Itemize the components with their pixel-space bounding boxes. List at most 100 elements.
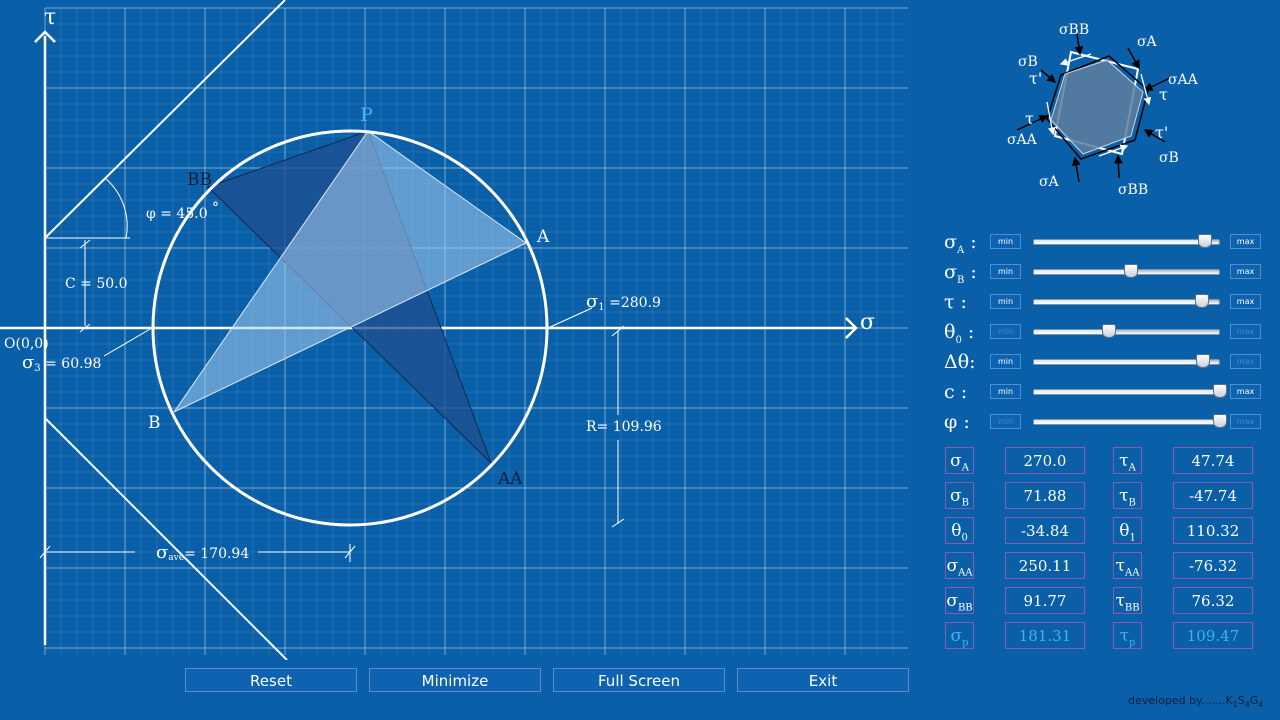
slider-track-tau[interactable] <box>1033 294 1220 308</box>
result-value: 71.88 <box>1005 482 1085 509</box>
slider-thumb-sigma-a[interactable] <box>1198 234 1213 248</box>
slider-fill <box>1034 390 1219 394</box>
min-button-tau[interactable]: min <box>990 294 1021 309</box>
diagram-sigma-a-top: σA <box>1137 34 1158 50</box>
slider-row-theta0: θ0 : min max <box>940 319 1265 346</box>
min-button-theta0[interactable]: min <box>990 324 1021 339</box>
result-symbol: θ1 <box>1113 517 1142 544</box>
slider-label-theta0: θ0 : <box>944 321 975 346</box>
c-label: C = 50.0 <box>65 276 128 292</box>
result-value: 110.32 <box>1173 517 1253 544</box>
slider-row-sigma-a: σA : min max <box>940 229 1265 256</box>
result-symbol: τB <box>1113 482 1142 509</box>
point-p-label: P <box>360 104 373 126</box>
min-button-delta-theta[interactable]: min <box>990 354 1021 369</box>
slider-row-tau: τ : min max <box>940 289 1265 315</box>
sigma1-label: σ1 =280.9 <box>586 291 661 313</box>
max-button-phi[interactable]: max <box>1230 414 1261 429</box>
slider-track-delta-theta[interactable] <box>1033 354 1220 368</box>
result-value: 76.32 <box>1173 587 1253 614</box>
slider-fill <box>1034 240 1205 244</box>
result-symbol: τAA <box>1113 552 1142 579</box>
min-button-c[interactable]: min <box>990 384 1021 399</box>
result-symbol: θ0 <box>945 517 974 544</box>
max-button-sigma-b[interactable]: max <box>1230 264 1261 279</box>
slider-thumb-phi[interactable] <box>1212 414 1227 428</box>
slider-label-phi: φ : <box>944 411 970 433</box>
result-value: -76.32 <box>1173 552 1253 579</box>
result-value: 47.74 <box>1173 447 1253 474</box>
result-symbol: τA <box>1113 447 1142 474</box>
result-symbol: σBB <box>945 587 974 614</box>
min-button-sigma-a[interactable]: min <box>990 234 1021 249</box>
result-value: 109.47 <box>1173 622 1253 649</box>
result-value: -34.84 <box>1005 517 1085 544</box>
result-symbol: τp <box>1113 622 1142 649</box>
diagram-sigma-b-left: σB <box>1018 54 1038 70</box>
fullscreen-button[interactable]: Full Screen <box>553 668 725 692</box>
diagram-sigma-bb-bottom: σBB <box>1118 182 1148 198</box>
slider-fill <box>1034 420 1219 424</box>
slider-thumb-theta0[interactable] <box>1102 324 1116 338</box>
diagram-sigma-aa-right: σAA <box>1168 72 1199 88</box>
point-bb-label: BB <box>187 170 212 190</box>
point-a-label: A <box>536 227 550 247</box>
sigma-axis-label: σ <box>860 310 875 335</box>
mohr-circle-plot: τ σ O(0,0) P A B AA BB φ = 45.0 ° C = 50… <box>0 0 908 660</box>
slider-label-sigma-a: σA : <box>944 231 977 256</box>
r-dimension <box>611 325 625 528</box>
origin-label: O(0,0) <box>4 336 49 352</box>
sigma3-label: σ3 = 60.98 <box>22 352 101 374</box>
diagram-sigma-b-right: σB <box>1159 150 1179 166</box>
result-symbol: σA <box>945 447 974 474</box>
failure-envelope <box>44 0 288 660</box>
c-dimension <box>79 239 91 333</box>
point-b-label: B <box>148 413 161 433</box>
sigma3-leader <box>103 327 153 357</box>
max-button-theta0[interactable]: max <box>1230 324 1261 339</box>
slider-thumb-delta-theta[interactable] <box>1196 354 1211 368</box>
slider-row-phi: φ : min max <box>940 409 1265 435</box>
slider-thumb-c[interactable] <box>1212 384 1227 398</box>
triangle-p-a-b <box>172 130 527 414</box>
max-button-delta-theta[interactable]: max <box>1230 354 1261 369</box>
result-value: 270.0 <box>1005 447 1085 474</box>
slider-track-theta0[interactable] <box>1033 324 1220 338</box>
result-value: -47.74 <box>1173 482 1253 509</box>
min-button-sigma-b[interactable]: min <box>990 264 1021 279</box>
slider-fill <box>1034 360 1203 364</box>
max-button-sigma-a[interactable]: max <box>1230 234 1261 249</box>
slider-row-delta-theta: Δθ: min max <box>940 349 1265 375</box>
slider-track-phi[interactable] <box>1033 414 1227 428</box>
slider-thumb-sigma-b[interactable] <box>1124 264 1139 278</box>
slider-label-delta-theta: Δθ: <box>944 351 976 373</box>
result-symbol: σp <box>945 622 974 649</box>
slider-fill <box>1034 330 1108 334</box>
diagram-tau-left: τ <box>1025 109 1034 128</box>
exit-button[interactable]: Exit <box>737 668 909 692</box>
stress-element-diagram: σBB σA σB τ' σAA τ τ τ' σAA σB σA σBB <box>1007 22 1199 198</box>
sigma-ave-dimension <box>39 544 356 562</box>
min-button-phi[interactable]: min <box>990 414 1021 429</box>
result-symbol: σAA <box>945 552 974 579</box>
reset-button[interactable]: Reset <box>185 668 357 692</box>
phi-arc <box>104 177 128 239</box>
sigma1-leader <box>547 307 593 329</box>
slider-fill <box>1034 300 1201 304</box>
slider-track-sigma-a[interactable] <box>1033 234 1220 248</box>
result-value: 181.31 <box>1005 622 1085 649</box>
slider-track-c[interactable] <box>1033 384 1227 398</box>
slider-label-tau: τ : <box>944 291 967 313</box>
slider-row-c: c : min max <box>940 379 1265 405</box>
developer-credit: developed by.......K1S4G4 <box>1128 694 1264 710</box>
diagram-sigma-aa-left: σAA <box>1007 132 1038 148</box>
slider-track-sigma-b[interactable] <box>1033 264 1220 278</box>
diagram-tau-prime-left: τ' <box>1029 69 1042 88</box>
degree-mark: ° <box>212 200 219 216</box>
minimize-button[interactable]: Minimize <box>369 668 541 692</box>
diagram-tau-right: τ <box>1159 85 1168 104</box>
max-button-tau[interactable]: max <box>1230 294 1261 309</box>
result-value: 91.77 <box>1005 587 1085 614</box>
slider-thumb-tau[interactable] <box>1194 294 1209 308</box>
max-button-c[interactable]: max <box>1230 384 1261 399</box>
